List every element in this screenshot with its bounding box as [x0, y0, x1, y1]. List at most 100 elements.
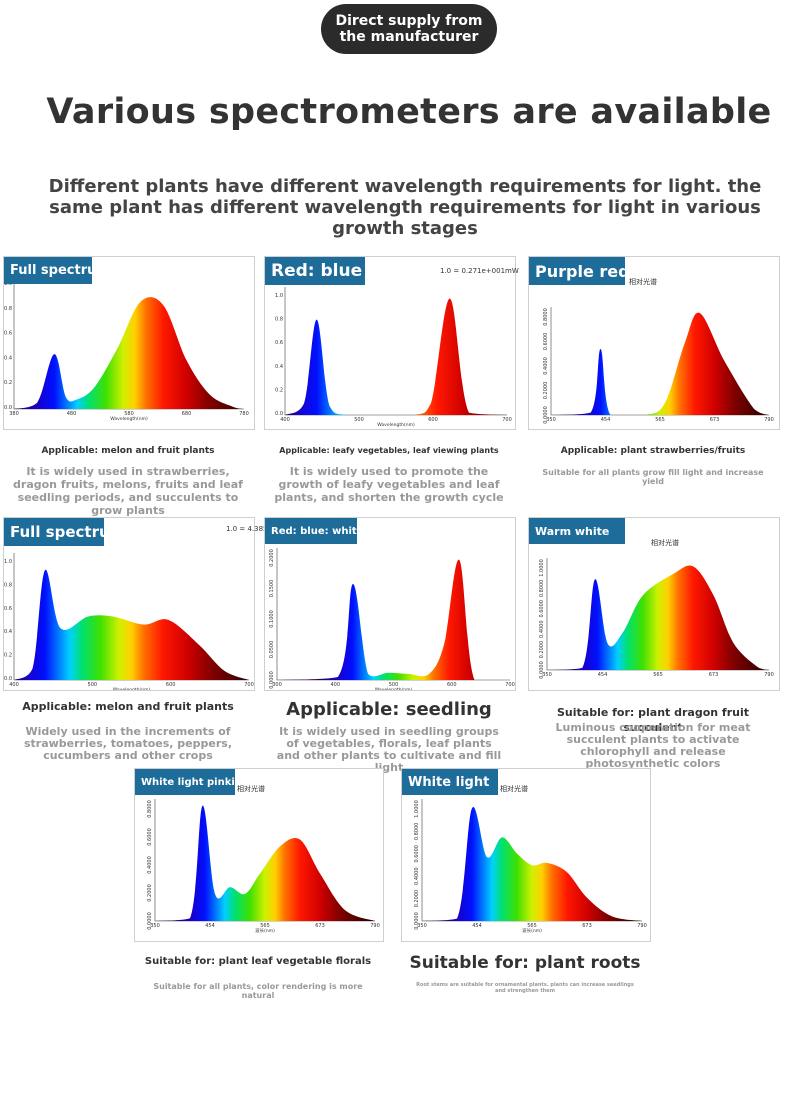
badge-line-2: the manufacturer [339, 29, 479, 45]
chart-note: 1.0 = 0.271e+001mW [440, 267, 519, 275]
chart-caption: Suitable for: plant roots [409, 953, 641, 973]
y-tick-label: 0.6000 [147, 828, 153, 846]
x-axis-label: 波长(nm) [255, 927, 275, 934]
x-tick-label: 700 [502, 417, 512, 423]
spectrum-area [551, 312, 769, 415]
spectrum-chart-card: 400 500 600 700 0.0 0.2 0.4 0.6 0.8 1.0 Wavelength… [264, 256, 519, 430]
y-tick-label: 0.0000 [147, 912, 153, 930]
y-tick-label: 0.2 [4, 380, 12, 386]
x-tick-label: 673 [710, 417, 720, 423]
x-tick-label: 580 [124, 411, 134, 417]
y-tick-label: 0.6 [4, 606, 12, 612]
badge-line-1: Direct supply from [335, 13, 483, 29]
chart-axes [276, 548, 510, 681]
x-tick-label: 565 [260, 923, 270, 929]
chart-title-tag: Red: blue [265, 257, 365, 285]
y-tick-label: 0.6000 [539, 600, 545, 618]
y-tick-label: 1.0000 [539, 559, 545, 577]
x-tick-label: 480 [67, 411, 77, 417]
x-tick-label: 780 [239, 411, 249, 417]
chart-note: 相对光谱 [237, 785, 265, 793]
x-tick-label: 565 [655, 417, 665, 423]
chart-caption: Applicable: seedling [286, 699, 492, 720]
spectrum-chart-card: 350 454 565 673 790 0.0000 0.2000 0.4000 0.6000 0… [134, 768, 384, 942]
chart-caption: Suitable for: plant dragon fruit succule… [556, 706, 749, 734]
y-tick-label: 0.4000 [543, 357, 549, 375]
x-tick-label: 673 [709, 672, 719, 678]
spectrum-chart: 350 454 565 673 790 0.0000 0.2000 0.4000 0.6000 0… [147, 799, 380, 934]
chart-title-tag: Purple red [529, 257, 630, 285]
y-tick-label: 0.8 [4, 306, 12, 312]
x-tick-label: 400 [9, 682, 19, 688]
chart-title-tag: Warm white [529, 518, 625, 544]
y-tick-label: 0.0 [4, 676, 12, 682]
spectrum-chart: 400 500 600 700 0.0 0.2 0.4 0.6 0.8 1.0 Wavelength… [275, 287, 512, 428]
y-tick-label: 0.8 [275, 317, 283, 323]
x-tick-label: 565 [653, 672, 663, 678]
x-tick-label: 700 [244, 682, 254, 688]
chart-title-tag: White light pinkish [135, 769, 248, 795]
x-tick-label: 790 [637, 923, 647, 929]
y-tick-label: 0.6 [275, 340, 283, 346]
chart-note: 相对光谱 [651, 539, 679, 547]
chart-description: Root stems are suitable for ornamental p… [416, 982, 634, 994]
x-tick-label: 680 [182, 411, 192, 417]
y-tick-label: 1.0 [4, 281, 12, 287]
spectrum-chart-card: 350 454 565 673 790 0.0000 0.2000 0.4000 0.6000 0… [401, 768, 651, 942]
chart-description: Suitable for all plants, color rendering… [153, 982, 363, 1000]
spectrum-area [14, 569, 249, 680]
chart-caption: Applicable: plant strawberries/fruits [560, 446, 746, 456]
spectrum-area [14, 297, 244, 409]
y-tick-label: 0.4000 [147, 856, 153, 874]
x-axis-label: Wavelength(nm) [113, 687, 151, 690]
y-tick-label: 0.2 [4, 653, 12, 659]
y-tick-label: 0.0000 [539, 661, 545, 679]
spectrum-chart: 350 454 565 673 790 0.0000 0.2000 0.4000 0.6000 0… [414, 799, 647, 934]
spectrum-chart: 350 454 565 673 790 0.0000 0.2000 0.4000 0.6000 0… [543, 307, 774, 424]
x-tick-label: 500 [88, 682, 98, 688]
x-tick-label: 380 [9, 411, 19, 417]
y-tick-label: 0.8000 [539, 580, 545, 598]
chart-note: 相对光谱 [500, 785, 528, 793]
y-tick-label: 0.2000 [539, 641, 545, 659]
y-tick-label: 0.8000 [147, 800, 153, 818]
y-tick-label: 0.0000 [543, 406, 549, 424]
x-tick-label: 350 [417, 923, 427, 929]
spectrum-chart-card: 350 454 565 673 790 0.0000 0.2000 0.4000 0.6000 0… [528, 517, 780, 691]
chart-description: Widely used in the increments of strawbe… [23, 725, 232, 762]
y-tick-label: 0.0500 [269, 641, 275, 659]
y-tick-label: 0.6000 [543, 333, 549, 351]
y-tick-label: 0.4 [4, 355, 12, 361]
x-tick-label: 400 [330, 682, 340, 688]
x-tick-label: 790 [764, 417, 774, 423]
x-tick-label: 600 [166, 682, 176, 688]
spectrum-chart: 380 480 580 680 780 0.0 0.2 0.4 0.6 0.8 1.0 Wavelen… [4, 275, 249, 422]
chart-description: It is widely used to promote the growth … [274, 465, 504, 504]
y-tick-label: 0.1000 [269, 610, 275, 628]
x-tick-label: 790 [764, 672, 774, 678]
y-tick-label: 0.0 [275, 411, 283, 417]
y-tick-label: 0.2000 [543, 382, 549, 400]
chart-caption: Applicable: melon and fruit plants [41, 446, 215, 456]
chart-description: It is widely used in seedling groups of … [276, 725, 502, 774]
y-tick-label: 0.2000 [269, 549, 275, 567]
x-tick-label: 454 [205, 923, 215, 929]
y-tick-label: 1.0 [4, 559, 12, 565]
y-tick-label: 0.8 [4, 582, 12, 588]
x-tick-label: 500 [354, 417, 364, 423]
spectrum-area [155, 805, 375, 921]
x-axis-label: Wavelength(nm) [375, 687, 413, 690]
y-tick-label: 0.4000 [414, 867, 420, 885]
chart-title-tag: Full spectrum 2000k [4, 257, 159, 284]
x-tick-label: 600 [428, 417, 438, 423]
x-tick-label: 454 [598, 672, 608, 678]
x-tick-label: 600 [447, 682, 457, 688]
page-subtitle: Different plants have different waveleng… [48, 176, 762, 239]
chart-caption: Suitable for: plant leaf vegetable flora… [144, 956, 372, 967]
y-tick-label: 1.0000 [414, 800, 420, 818]
chart-title-tag: Full spectrum 5000k [4, 518, 182, 546]
y-tick-label: 0.2 [275, 387, 283, 393]
x-tick-label: 790 [370, 923, 380, 929]
x-tick-label: 500 [389, 682, 399, 688]
x-tick-label: 454 [601, 417, 611, 423]
